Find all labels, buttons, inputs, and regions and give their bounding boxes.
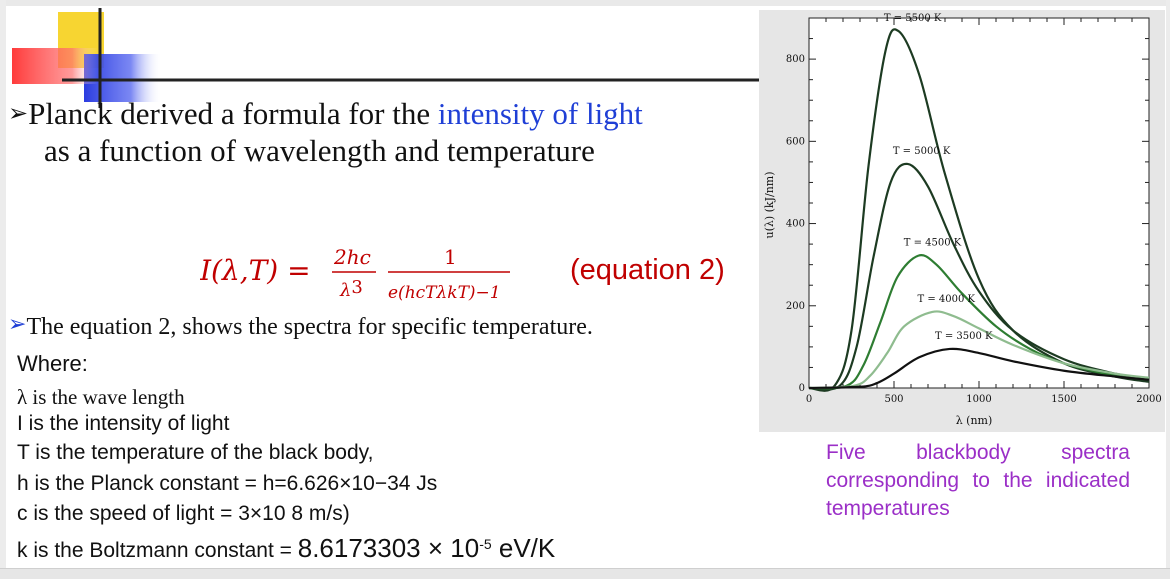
x-tick-label: 1500 xyxy=(1051,394,1076,405)
definition-planck: h is the Planck constant = h=6.626×10−34… xyxy=(17,472,438,495)
series-line-1 xyxy=(808,162,1150,391)
formula-num2: 1 xyxy=(444,245,457,269)
axis-ticks: 0 500 1000 1500 2000 0 200 400 600 800 xyxy=(786,18,1162,405)
boltzmann-value: 8.6173303 × 10 xyxy=(297,533,480,563)
series-label-1: T = 5000 K xyxy=(893,146,951,157)
x-tick-label: 2000 xyxy=(1136,394,1161,405)
series-curves xyxy=(808,28,1150,392)
x-tick-label: 0 xyxy=(806,394,812,405)
y-tick-label: 0 xyxy=(799,383,805,394)
bullet1-text: Planck derived a formula for the xyxy=(28,96,438,131)
series-line-3 xyxy=(808,310,1150,390)
equation-label: (equation 2) xyxy=(570,254,725,286)
series-label-0: T = 5500 K xyxy=(884,13,942,24)
series-line-4 xyxy=(808,347,1150,390)
formula-den1: λ xyxy=(339,280,351,301)
corner-decoration xyxy=(12,8,760,108)
x-axis-label: λ (nm) xyxy=(956,414,993,427)
left-border xyxy=(0,0,6,578)
definition-boltzmann: k is the Boltzmann constant = 8.6173303 … xyxy=(17,531,555,564)
definition-intensity: I is the intensity of light xyxy=(17,412,230,435)
bottom-border xyxy=(0,568,1170,579)
series-label-2: T = 4500 K xyxy=(904,238,962,249)
bullet-arrow-icon: ➢ xyxy=(8,99,29,127)
svg-text:λ3: λ3 xyxy=(339,277,363,301)
y-tick-label: 200 xyxy=(786,301,805,312)
definition-lambda: λ is the wave length xyxy=(17,385,185,409)
series-label-3: T = 4000 K xyxy=(917,294,975,305)
red-square xyxy=(12,48,98,84)
bullet1-highlight: intensity of light xyxy=(437,96,643,131)
boltzmann-exp: -5 xyxy=(479,536,492,552)
y-tick-label: 600 xyxy=(786,136,805,147)
y-axis-label: u(λ) (kJ/nm) xyxy=(763,171,776,238)
blackbody-chart: 0 500 1000 1500 2000 0 200 400 600 800 T = 5500 K… xyxy=(759,10,1165,432)
y-tick-label: 400 xyxy=(786,219,805,230)
bullet2-text: The equation 2, shows the spectra for sp… xyxy=(26,314,593,340)
right-border xyxy=(1166,0,1170,578)
formula-lhs: I(λ,T) = xyxy=(200,254,311,287)
boltzmann-prefix: k is the Boltzmann constant = xyxy=(17,539,298,562)
bullet-arrow-icon: ➢ xyxy=(8,312,27,337)
where-title: Where: xyxy=(17,351,88,376)
boltzmann-unit: eV/K xyxy=(491,533,556,563)
blackbody-chart-svg: 0 500 1000 1500 2000 0 200 400 600 800 T = 5500 K… xyxy=(763,13,1162,427)
x-tick-label: 500 xyxy=(884,394,903,405)
formula-num1: 2hc xyxy=(333,245,371,269)
planck-formula: I(λ,T) = 2hc λ3 1 e(hcTλkT)−1 xyxy=(200,245,510,303)
formula-den1-exp: 3 xyxy=(351,277,362,298)
chart-caption: Five blackbody spectra corresponding to … xyxy=(826,441,1130,520)
top-border xyxy=(0,0,1170,6)
formula-den2: e(hcTλkT)−1 xyxy=(388,283,501,303)
bullet-planck-line1: ➢Planck derived a formula for the intens… xyxy=(8,96,643,134)
series-line-0 xyxy=(808,28,1150,392)
y-tick-label: 800 xyxy=(786,54,805,65)
x-tick-label: 1000 xyxy=(966,394,991,405)
bullet-planck-line2: as a function of wavelength and temperat… xyxy=(44,133,595,168)
definition-temperature: T is the temperature of the black body, xyxy=(17,441,374,464)
bullet-spectra: ➢The equation 2, shows the spectra for s… xyxy=(8,312,593,341)
definition-light-speed: c is the speed of light = 3×10 8 m/s) xyxy=(17,502,350,525)
series-label-4: T = 3500 K xyxy=(935,331,993,342)
series-labels: T = 5500 K T = 5000 K T = 4500 K T = 4000 K… xyxy=(884,13,993,342)
